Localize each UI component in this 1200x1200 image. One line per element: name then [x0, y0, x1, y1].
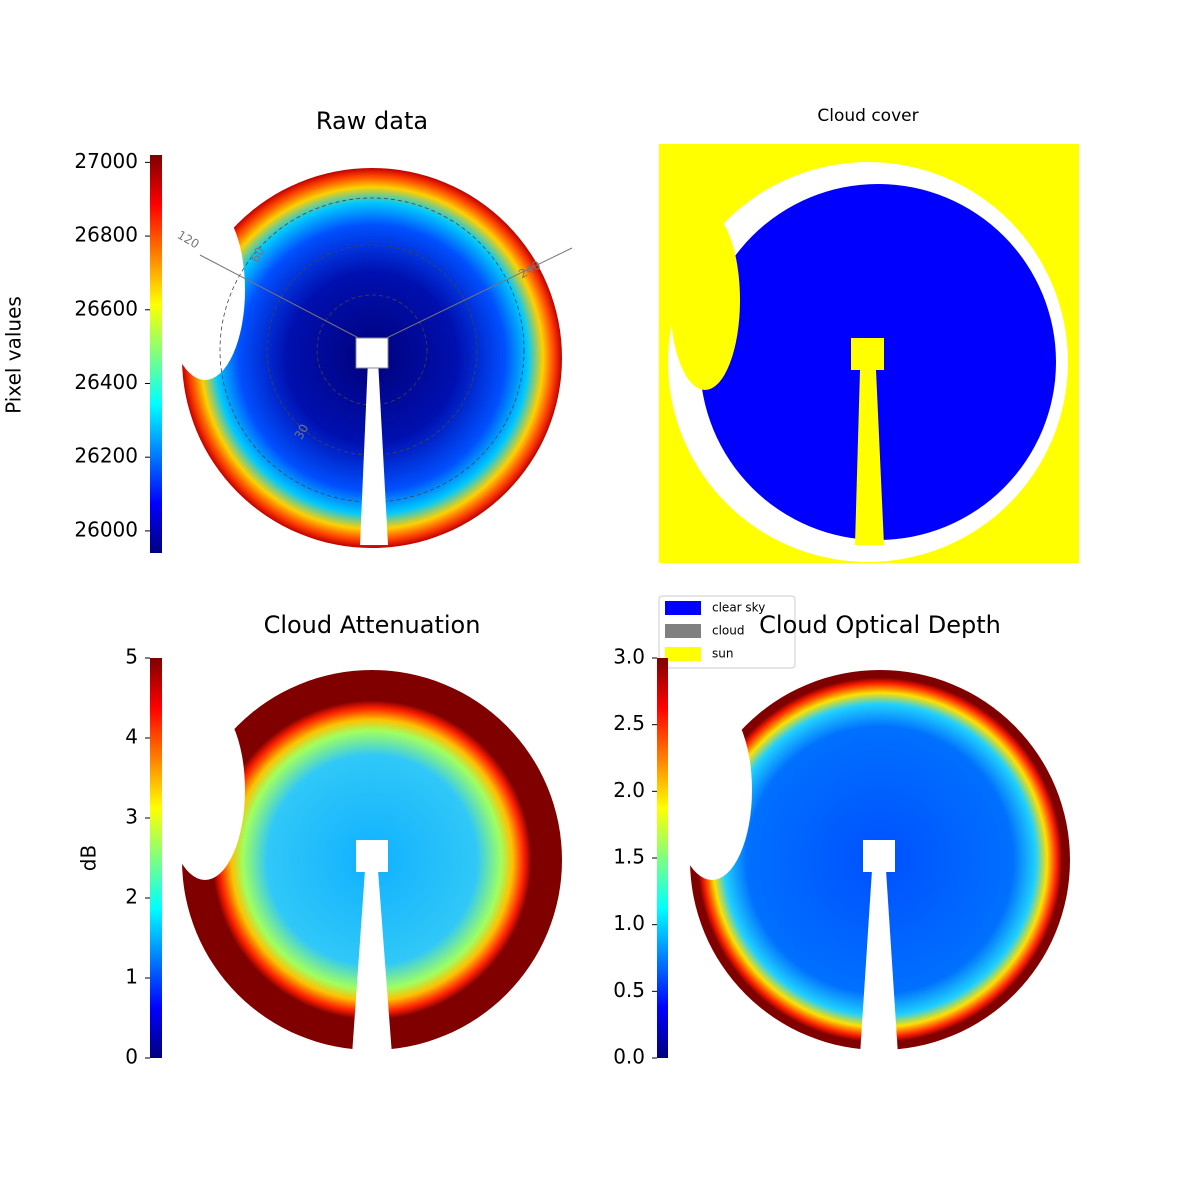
colorbar [150, 658, 162, 1058]
legend-swatch [665, 647, 701, 661]
optical-depth-image [672, 670, 1070, 1055]
colorbar-tick-label: 26600 [74, 296, 138, 320]
raw-image [165, 168, 573, 548]
panel-title: Raw data [316, 107, 428, 135]
panel-title: Cloud cover [817, 106, 918, 126]
attenuation-image [165, 670, 562, 1055]
legend-swatch [665, 624, 701, 638]
legend-label: clear sky [712, 601, 765, 615]
panel-title: Cloud Optical Depth [759, 611, 1001, 639]
legend-swatch [665, 601, 701, 615]
colorbar-tick-label: 1.0 [613, 911, 645, 935]
legend-label: cloud [712, 624, 745, 638]
colorbar-tick-label: 4 [125, 725, 138, 749]
colorbar-tick-label: 26400 [74, 370, 138, 394]
colorbar-label: Pixel values [2, 296, 26, 414]
colorbar-tick-label: 5 [125, 645, 138, 669]
colorbar-tick-label: 1 [125, 965, 138, 989]
colorbar-tick-label: 0.5 [613, 978, 645, 1002]
polar-annotation: 60 [248, 245, 268, 265]
colorbar-label: dB [77, 845, 101, 871]
colorbar-tick-label: 1.5 [613, 845, 645, 869]
colorbar [657, 658, 668, 1058]
colorbar-tick-label: 2.0 [613, 778, 645, 802]
colorbar-tick-label: 26800 [74, 223, 138, 247]
colorbar-tick-label: 26200 [74, 444, 138, 468]
colorbar-tick-label: 3.0 [613, 645, 645, 669]
colorbar-tick-label: 3 [125, 805, 138, 829]
colorbar-tick-label: 2.5 [613, 711, 645, 735]
colorbar [150, 155, 162, 553]
panel-title: Cloud Attenuation [264, 611, 481, 639]
polar-annotation: 30 [292, 422, 312, 442]
colorbar-tick-label: 26000 [74, 517, 138, 541]
colorbar-tick-label: 0 [125, 1045, 138, 1069]
colorbar-tick-label: 27000 [74, 149, 138, 173]
legend-label: sun [712, 647, 733, 661]
colorbar-tick-label: 2 [125, 885, 138, 909]
cloud-cover-image [659, 144, 1079, 563]
colorbar-tick-label: 0.0 [613, 1045, 645, 1069]
